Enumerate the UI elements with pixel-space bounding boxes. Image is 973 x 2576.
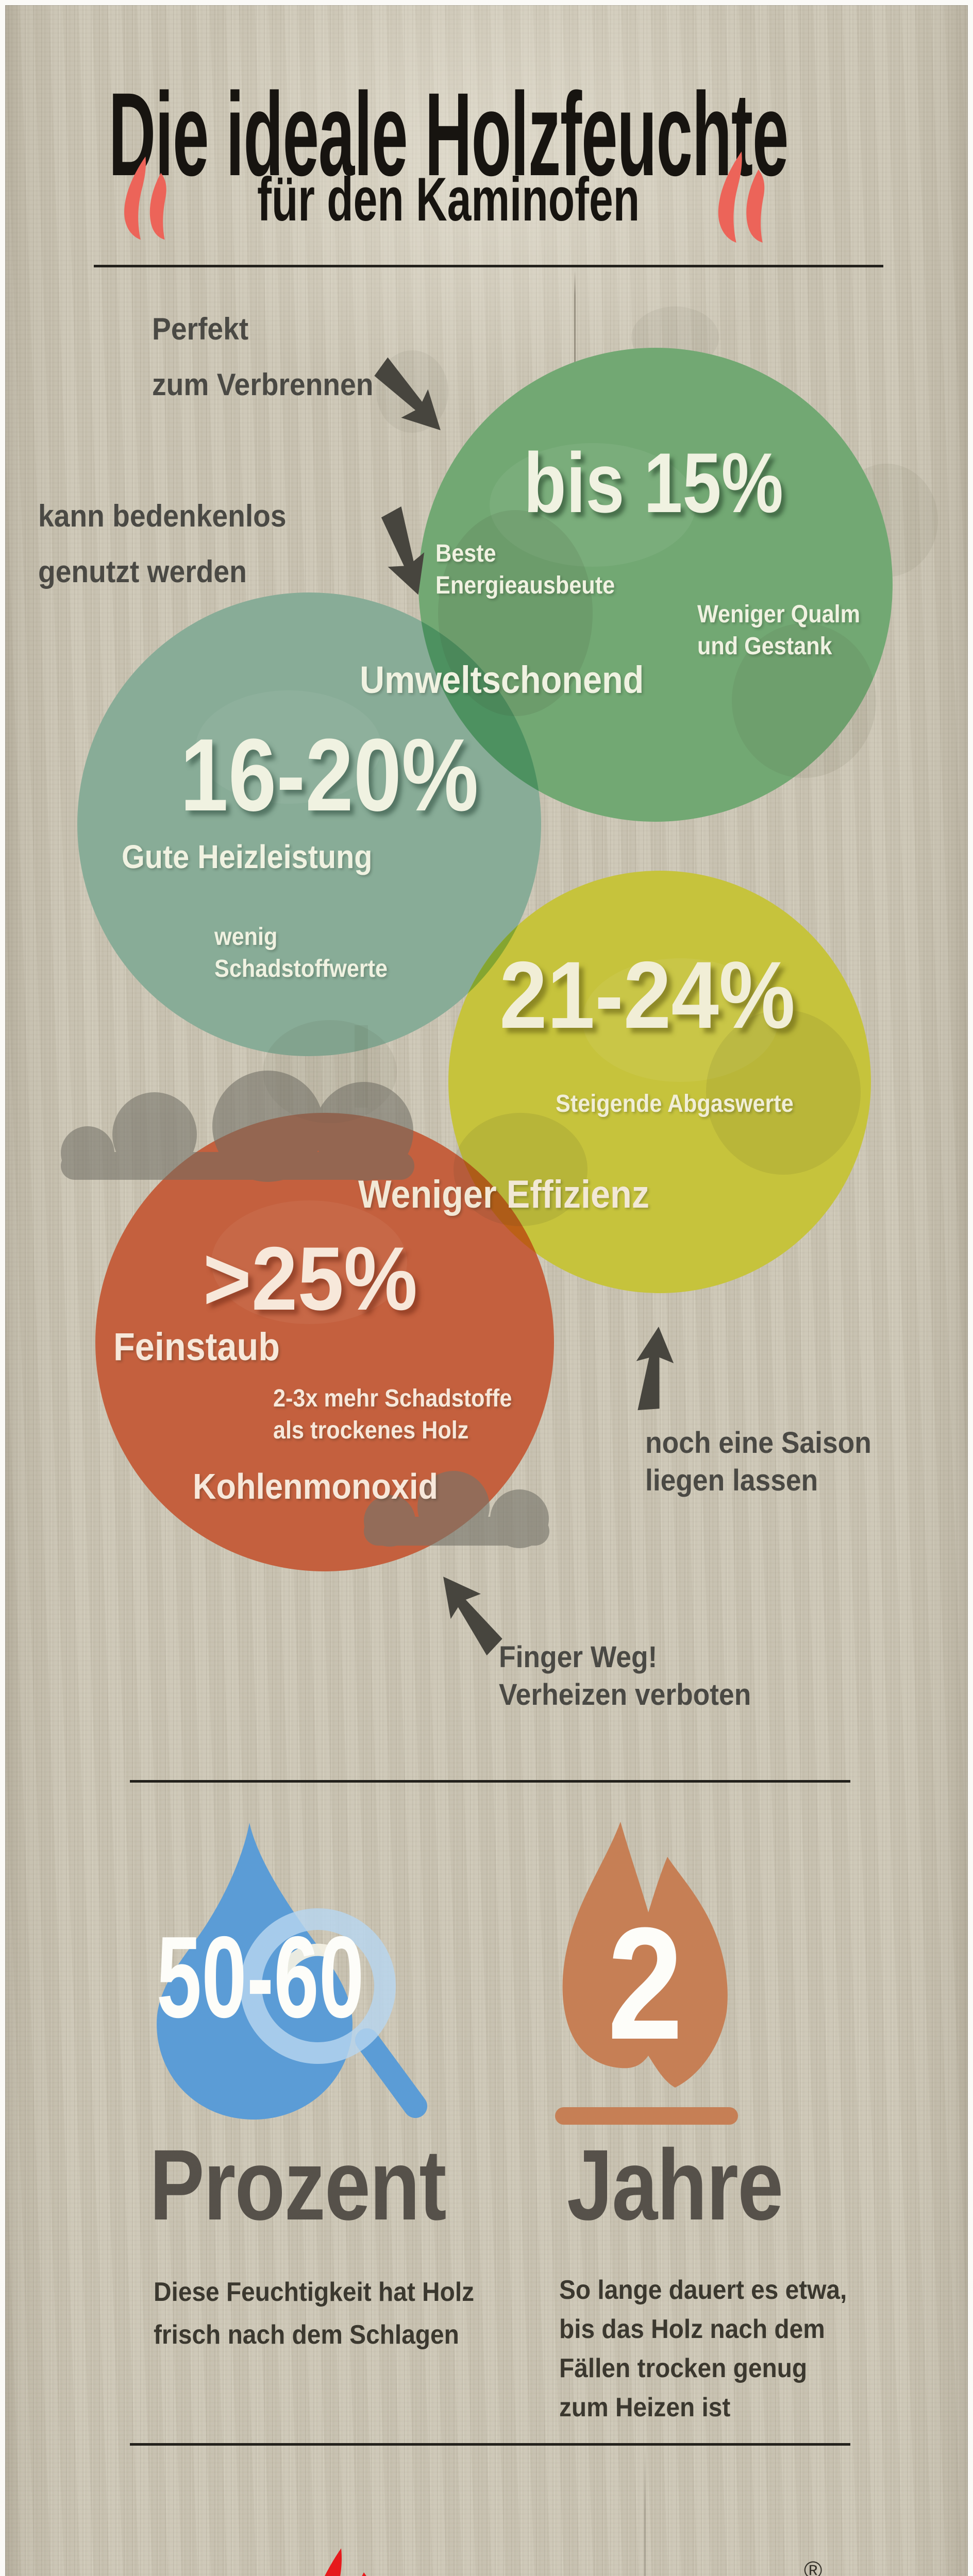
arrow-icon-to-teal bbox=[381, 506, 425, 595]
foliage-shadows bbox=[263, 510, 876, 1226]
desc-line: Fällen trocken genug bbox=[559, 2353, 808, 2383]
cloud-icon bbox=[364, 1471, 549, 1548]
callout-bedenkenlos: kann bedenkenlos genutzt werden bbox=[38, 488, 287, 600]
arrow-icon-to-green bbox=[374, 357, 441, 431]
flame-icon bbox=[718, 151, 765, 243]
logo-registered-mark: ® bbox=[804, 2557, 823, 2576]
label-line: Beste bbox=[435, 540, 496, 567]
circle-21-24 bbox=[448, 871, 871, 1293]
fact-drying-value: 2 bbox=[607, 1894, 683, 2073]
label-line: Weniger Qualm bbox=[697, 601, 861, 628]
callout-line: genutzt werden bbox=[38, 554, 247, 589]
callout-line: liegen lassen bbox=[645, 1464, 818, 1498]
divider-bottom bbox=[130, 2443, 850, 2446]
fact-moisture-value: 50-60 bbox=[156, 1912, 364, 2042]
callout-line: noch eine Saison bbox=[645, 1426, 871, 1460]
magnifier-ring bbox=[240, 1908, 396, 2064]
wood-crack bbox=[644, 2447, 646, 2576]
callout-arrows bbox=[374, 357, 674, 1656]
callout-finger: Finger Weg! Verheizen verboten bbox=[499, 1638, 751, 1714]
callout-perfekt: Perfekt zum Verbrennen bbox=[152, 301, 373, 413]
label-wenig-schadstoffwerte: wenig Schadstoffwerte bbox=[214, 921, 388, 986]
label-mehr-schadstoffe: 2-3x mehr Schadstoffe als trockenes Holz bbox=[273, 1383, 512, 1447]
magnifier-handle bbox=[355, 2028, 427, 2118]
divider-middle bbox=[130, 1780, 850, 1783]
circle-bis-15 bbox=[418, 348, 893, 822]
page-subtitle: für den Kaminofen bbox=[257, 165, 640, 234]
fact-drying-description: So lange dauert es etwa, bis das Holz na… bbox=[559, 2271, 847, 2428]
label-steigende-abgaswerte: Steigende Abgaswerte bbox=[556, 1090, 794, 1117]
desc-line: zum Heizen ist bbox=[559, 2392, 731, 2422]
callout-saison: noch eine Saison liegen lassen bbox=[645, 1424, 871, 1499]
logo-flame-icon bbox=[325, 2548, 366, 2576]
wood-crack bbox=[574, 270, 576, 409]
fact-moisture-description: Diese Feuchtigkeit hat Holz frisch nach … bbox=[154, 2271, 474, 2357]
label-line: wenig bbox=[214, 923, 278, 951]
label-line: Energieausbeute bbox=[435, 572, 615, 600]
moisture-circles bbox=[77, 348, 893, 1571]
flame-icon bbox=[124, 156, 166, 240]
fact-drying-unit: Jahre bbox=[567, 2129, 783, 2241]
water-drop-magnifier-icon bbox=[157, 1823, 427, 2120]
bonfire-flame-icon bbox=[555, 1822, 738, 2125]
desc-line: So lange dauert es etwa, bbox=[559, 2275, 847, 2305]
label-line: und Gestank bbox=[697, 633, 832, 660]
callout-line: zum Verbrennen bbox=[152, 367, 374, 402]
label-beste-energieausbeute: Beste Energieausbeute bbox=[435, 538, 615, 602]
arrow-icon-to-yellow bbox=[636, 1327, 674, 1411]
magnifier-highlight bbox=[280, 1943, 333, 1974]
value-21-24: 21-24% bbox=[499, 942, 795, 1048]
label-weniger-effizienz: Weniger Effizienz bbox=[358, 1173, 650, 1216]
value-16-20: 16-20% bbox=[180, 718, 479, 833]
value-over-25: >25% bbox=[203, 1229, 418, 1329]
desc-line: bis das Holz nach dem bbox=[559, 2314, 825, 2344]
callout-line: Finger Weg! bbox=[499, 1640, 658, 1674]
label-line: als trockenes Holz bbox=[273, 1417, 469, 1445]
watercolor-patches bbox=[196, 443, 778, 1324]
cloud-icon bbox=[61, 1071, 414, 1182]
label-line: Schadstoffwerte bbox=[214, 955, 388, 983]
label-weniger-qualm: Weniger Qualm und Gestank bbox=[697, 599, 860, 663]
label-line: 2-3x mehr Schadstoffe bbox=[273, 1385, 512, 1412]
label-gute-heizleistung: Gute Heizleistung bbox=[122, 838, 373, 875]
callout-line: kann bedenkenlos bbox=[38, 499, 287, 533]
desc-line: Diese Feuchtigkeit hat Holz bbox=[154, 2277, 475, 2307]
label-feinstaub: Feinstaub bbox=[113, 1325, 280, 1369]
circle-16-20 bbox=[77, 592, 541, 1056]
fact-moisture-unit: Prozent bbox=[149, 2129, 447, 2241]
callout-line: Verheizen verboten bbox=[499, 1678, 751, 1712]
label-umweltschonend: Umweltschonend bbox=[360, 658, 644, 701]
callout-line: Perfekt bbox=[152, 312, 249, 346]
arrow-icon-to-red bbox=[443, 1577, 502, 1656]
divider-top bbox=[94, 265, 883, 267]
label-kohlenmonoxid: Kohlenmonoxid bbox=[193, 1466, 438, 1506]
value-bis-15: bis 15% bbox=[524, 435, 783, 530]
desc-line: frisch nach dem Schlagen bbox=[154, 2320, 459, 2350]
circle-over-25 bbox=[95, 1113, 554, 1571]
page-title: Die ideale Holzfeuchte bbox=[108, 68, 789, 200]
